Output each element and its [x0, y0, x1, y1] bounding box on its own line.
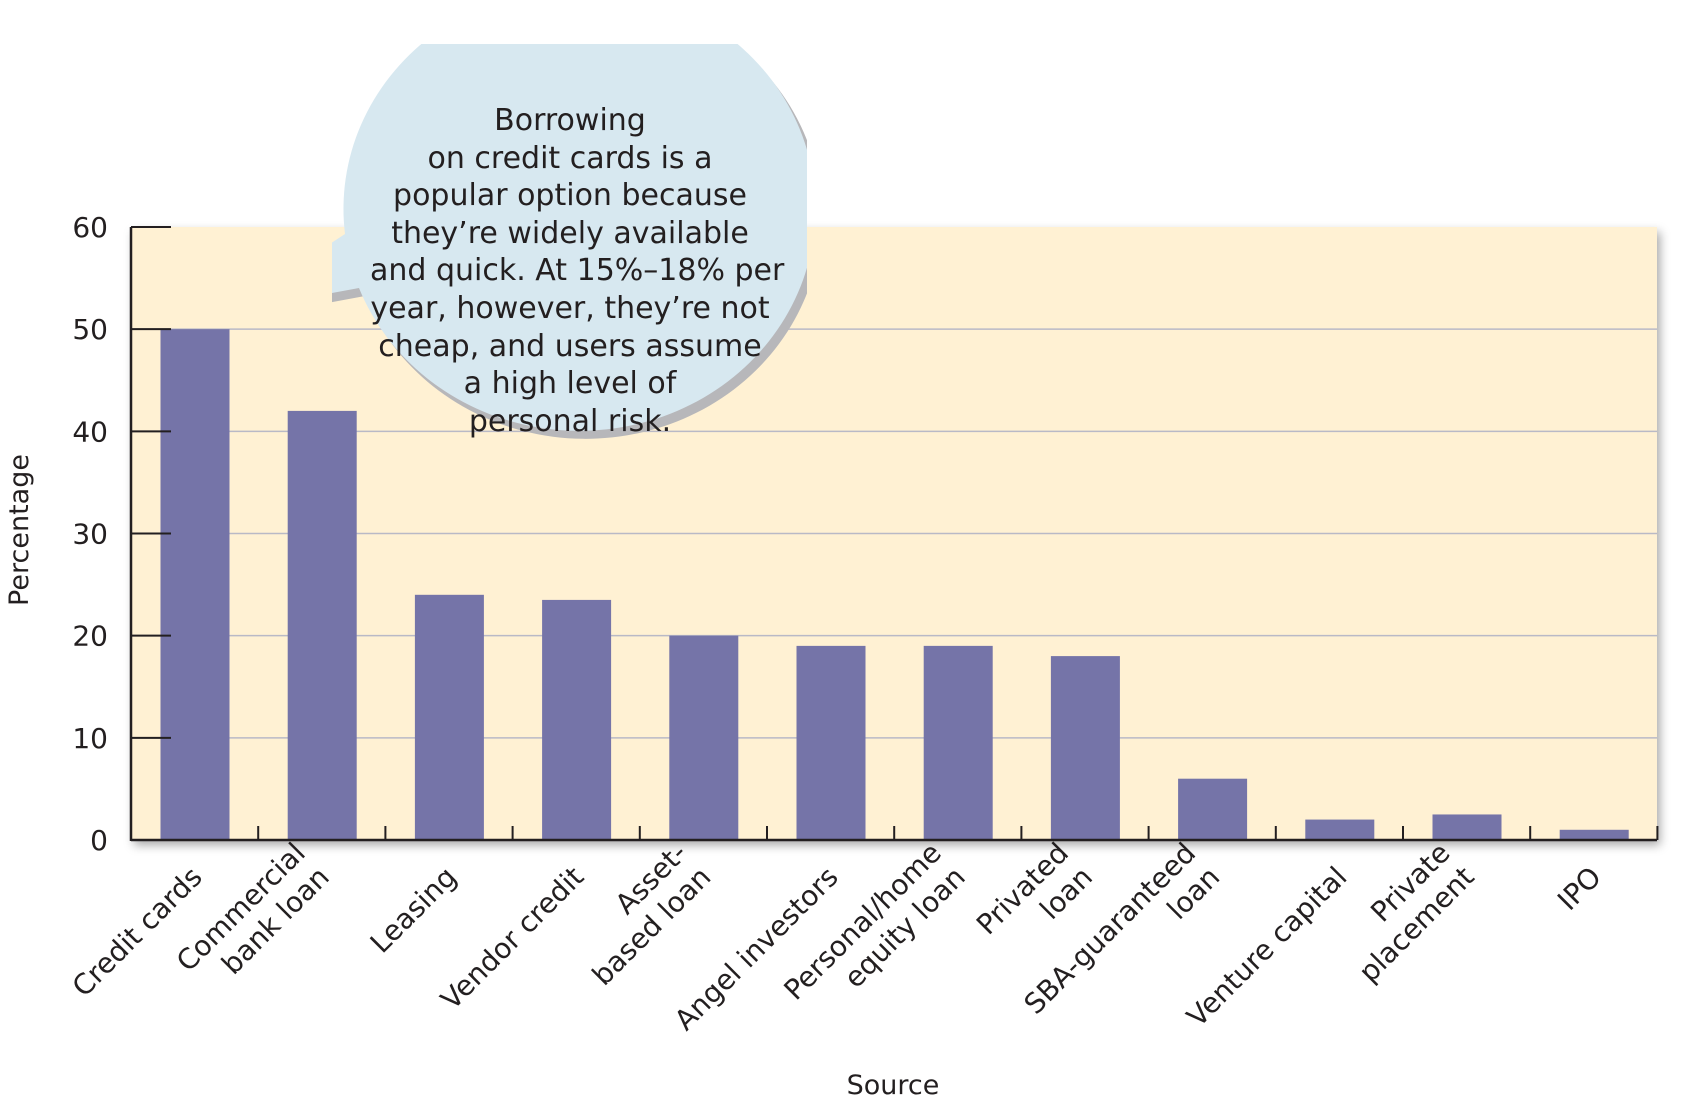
bar [1559, 829, 1629, 840]
callout-line: personal risk. [468, 403, 672, 439]
y-tick-label: 30 [72, 518, 108, 551]
y-tick-label: 60 [72, 211, 108, 244]
callout-line: a high level of [463, 366, 677, 402]
bar [1178, 778, 1248, 840]
x-tick-label: IPO [1551, 860, 1608, 917]
bar [1432, 814, 1502, 840]
y-axis-label: Percentage [4, 454, 35, 606]
callout-line: year, however, they’re not [370, 290, 770, 326]
callout-line: they’re widely available [391, 215, 749, 251]
callout-line: on credit cards is a [427, 140, 713, 176]
y-tick-labels: 0 10 20 30 40 50 60 [72, 211, 108, 857]
x-tick-label-line: Leasing [364, 860, 463, 959]
x-tick-label: Leasing [364, 860, 463, 959]
bar [542, 599, 612, 840]
callout-line: Borrowing [494, 103, 646, 138]
y-tick-label: 10 [72, 722, 108, 755]
y-tick-label: 0 [90, 824, 108, 857]
callout-balloon [332, 44, 807, 431]
bar [669, 635, 739, 840]
callout-bubble: Borrowing on credit cards is a popular opt… [332, 44, 807, 458]
bar [923, 645, 993, 840]
bar [160, 329, 230, 840]
y-tick-label: 20 [72, 620, 108, 653]
x-axis-label: Source [847, 1070, 940, 1101]
callout-text: Borrowing on credit cards is a popular opt… [370, 102, 785, 440]
x-tick-label-line: Credit cards [66, 860, 209, 1003]
x-tick-label-line: IPO [1551, 860, 1608, 917]
bar [1305, 819, 1375, 840]
callout-line: cheap, and users assume [378, 328, 762, 364]
bar [287, 410, 357, 840]
bars [160, 329, 1629, 840]
x-tick-label: Credit cards [66, 860, 209, 1003]
y-tick-label: 50 [72, 313, 108, 346]
callout-line: and quick. At 15%–18% per [370, 253, 785, 289]
bar [1050, 656, 1120, 840]
bar [796, 645, 866, 840]
gridlines [131, 328, 1657, 739]
bar [414, 594, 484, 840]
callout-line: popular option because [393, 178, 747, 214]
y-tick-label: 40 [72, 415, 108, 448]
x-tick-label: Asset-based loan [586, 836, 718, 992]
axes [129, 226, 1659, 842]
